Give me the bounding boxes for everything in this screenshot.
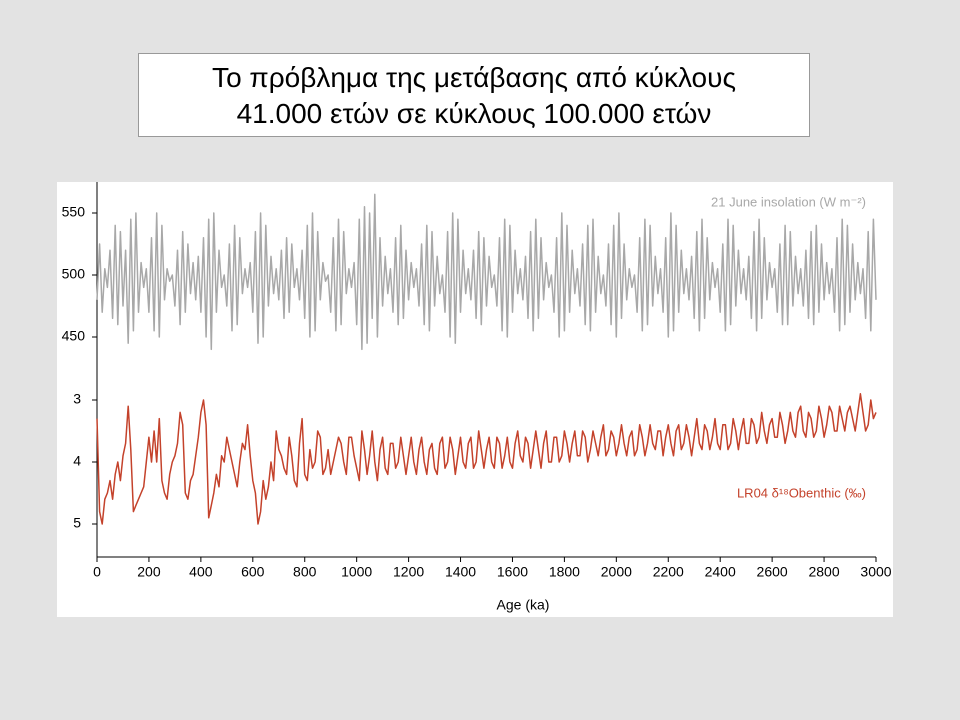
x-tick-label: 1800 [549,564,580,580]
x-tick-label: 2400 [705,564,736,580]
x-tick-label: 1000 [341,564,372,580]
x-tick-label: 1200 [393,564,424,580]
slide-title: Το πρόβλημα της μετάβασης από κύκλους 41… [138,53,810,137]
y2-tick-label: 4 [73,453,81,469]
legend-label: 21 June insolation (W m⁻²) [711,194,866,209]
title-line: Το πρόβλημα της μετάβασης από κύκλους [212,62,736,93]
x-tick-label: 3000 [860,564,891,580]
y2-tick-label: 5 [73,515,81,531]
x-tick-label: 2000 [601,564,632,580]
series-line [96,193,877,351]
x-tick-label: 800 [293,564,317,580]
y-tick-label: 450 [62,328,86,344]
y-tick-label: 500 [62,266,86,282]
x-tick-label: 400 [189,564,213,580]
title-line: 41.000 ετών σε κύκλους 100.000 ετών [236,98,712,129]
x-tick-label: 0 [93,564,101,580]
x-tick-label: 2800 [808,564,839,580]
series-line [96,393,877,525]
x-tick-label: 200 [137,564,161,580]
legend-label: LR04 δ¹⁸Obenthic (‰) [737,485,866,500]
x-axis-label: Age (ka) [497,597,550,613]
x-tick-label: 2600 [757,564,788,580]
x-tick-label: 1400 [445,564,476,580]
x-tick-label: 600 [241,564,265,580]
y2-tick-label: 3 [73,391,81,407]
x-tick-label: 1600 [497,564,528,580]
x-tick-label: 2200 [653,564,684,580]
y-tick-label: 550 [62,204,86,220]
